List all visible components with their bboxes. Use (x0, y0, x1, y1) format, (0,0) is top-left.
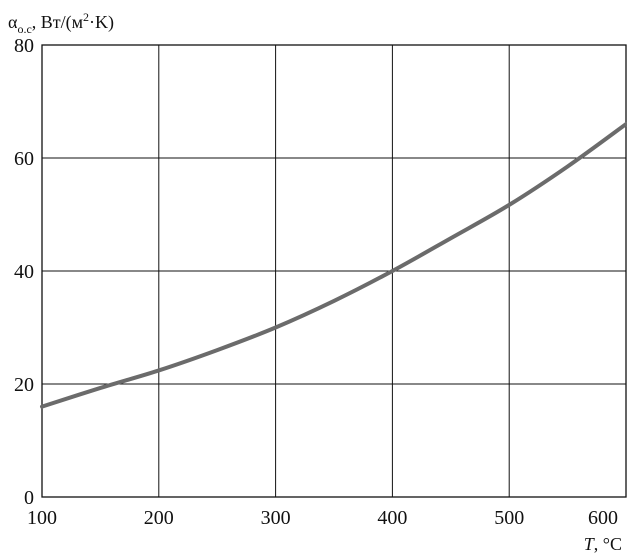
series-line (40, 122, 627, 409)
y-tick-label: 80 (14, 35, 34, 57)
y-tick-label: 60 (14, 148, 34, 170)
grid-lines (41, 44, 627, 498)
x-axis-units: , °C (594, 534, 622, 554)
x-axis-symbol: T (584, 534, 596, 554)
x-axis-label: T, °C (584, 534, 622, 554)
x-tick-label: 500 (494, 507, 524, 529)
y-tick-label: 20 (14, 374, 34, 396)
y-axis-label: αо.с, Вт/(м2·K) (8, 10, 114, 36)
x-tick-label: 100 (27, 507, 57, 529)
y-axis-symbol: α (8, 12, 18, 32)
y-axis-units-tail: ·K) (89, 12, 114, 33)
x-tick-label: 400 (377, 507, 407, 529)
x-tick-labels: 100 200 300 400 500 600 (27, 507, 618, 529)
y-tick-label: 0 (24, 487, 34, 509)
y-tick-labels: 0 20 40 60 80 (14, 35, 34, 509)
y-axis-units-superscript: 2 (83, 10, 89, 24)
y-axis-units: , Вт/(м (32, 12, 83, 33)
x-tick-label: 300 (261, 507, 291, 529)
y-tick-label: 40 (14, 261, 34, 283)
x-tick-label: 600 (588, 507, 618, 529)
y-axis-subscript: о.с (17, 22, 31, 36)
x-tick-label: 200 (144, 507, 174, 529)
plot-frame (41, 44, 627, 498)
